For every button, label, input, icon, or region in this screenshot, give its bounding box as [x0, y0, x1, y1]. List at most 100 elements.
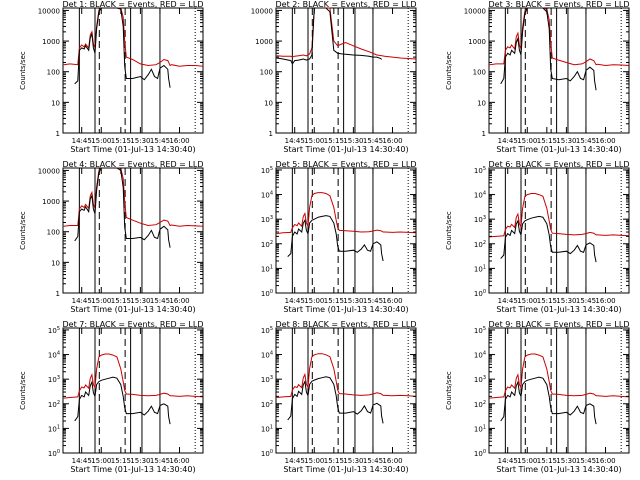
series-events-line [276, 7, 382, 65]
plot-frame [488, 327, 630, 454]
series-lld-line [276, 7, 417, 60]
x-axis-label: Start Time (01-Jul-13 14:30:40) [283, 465, 408, 474]
series-events-line [74, 7, 171, 88]
x-tick-label: 15:00 [304, 297, 324, 305]
detector-panel-4: Det 4: BLACK = Events, RED = LLD 1 10 100 10… [19, 160, 204, 314]
y-tick-label: 102 [474, 240, 486, 249]
y-tick-label: 100 [261, 289, 273, 298]
y-axis-label: Counts/sec [19, 371, 27, 410]
series-lld-line [63, 7, 204, 67]
x-tick-label: 15:45 [363, 457, 383, 465]
y-tick-label: 102 [261, 400, 273, 409]
panel-title: Det 2: BLACK = Events, RED = LLD [276, 0, 417, 9]
y-tick-label: 101 [474, 264, 486, 273]
y-tick-label: 100 [260, 69, 273, 77]
y-axis-label: Counts/sec [19, 51, 27, 90]
panel-title: Det 7: BLACK = Events, RED = LLD [63, 320, 204, 329]
y-tick-label: 100 [474, 449, 486, 458]
series-events-line [500, 215, 597, 263]
y-tick-label: 103 [474, 215, 486, 224]
y-tick-label: 101 [261, 424, 273, 433]
y-tick-label: 1000 [255, 38, 273, 46]
x-tick-label: 15:45 [363, 297, 383, 305]
y-tick-label: 104 [474, 191, 486, 200]
y-tick-label: 105 [474, 326, 486, 335]
x-axis-label: Start Time (01-Jul-13 14:30:40) [70, 305, 195, 314]
y-tick-label: 105 [261, 326, 273, 335]
x-tick-label: 14:45 [72, 457, 92, 465]
x-tick-label: 15:15 [324, 297, 344, 305]
plot-frame [275, 167, 417, 294]
x-tick-label: 16:00 [382, 297, 402, 305]
x-tick-label: 14:45 [72, 297, 92, 305]
y-tick-label: 100 [474, 289, 486, 298]
x-tick-label: 15:00 [517, 457, 537, 465]
x-tick-label: 15:15 [324, 457, 344, 465]
plot-frame [275, 7, 417, 134]
series-events-line [287, 215, 384, 262]
y-tick-label: 100 [47, 229, 60, 237]
x-tick-label: 15:15 [537, 297, 557, 305]
plot-frame [488, 167, 630, 294]
y-tick-label: 1 [56, 290, 60, 298]
series-lld-line [489, 353, 630, 399]
y-tick-label: 103 [48, 375, 60, 384]
y-tick-label: 105 [474, 166, 486, 175]
plot-frame [62, 327, 204, 454]
y-tick-label: 100 [47, 69, 60, 77]
x-tick-label: 15:45 [576, 297, 596, 305]
panel-title: Det 8: BLACK = Events, RED = LLD [276, 320, 417, 329]
x-tick-label: 16:00 [595, 137, 615, 145]
y-tick-label: 102 [474, 400, 486, 409]
plot-frame [62, 167, 204, 294]
x-tick-label: 14:45 [285, 137, 305, 145]
series-lld-line [489, 193, 630, 238]
y-tick-label: 1 [482, 130, 486, 138]
x-tick-label: 15:45 [363, 137, 383, 145]
detector-panel-3: Det 3: BLACK = Events, RED = LLD 1 10 100 10… [445, 0, 630, 154]
y-tick-label: 103 [261, 215, 273, 224]
y-axis-label: Counts/sec [445, 211, 453, 250]
x-axis-label: Start Time (01-Jul-13 14:30:40) [70, 145, 195, 154]
x-axis-label: Start Time (01-Jul-13 14:30:40) [496, 465, 621, 474]
x-tick-label: 15:15 [537, 137, 557, 145]
detector-panel-9: Det 9: BLACK = Events, RED = LLD 100 101 10… [445, 320, 630, 474]
panel-title: Det 9: BLACK = Events, RED = LLD [489, 320, 630, 329]
y-tick-label: 1000 [468, 38, 486, 46]
panel-title: Det 4: BLACK = Events, RED = LLD [63, 160, 204, 169]
y-tick-label: 1000 [42, 198, 60, 206]
y-tick-label: 10 [264, 99, 273, 107]
x-tick-label: 15:00 [304, 457, 324, 465]
detector-panel-2: Det 2: BLACK = Events, RED = LLD 1 10 100 10… [251, 0, 417, 154]
panel-title: Det 3: BLACK = Events, RED = LLD [489, 0, 630, 9]
plot-frame [62, 7, 204, 134]
x-axis-label: Start Time (01-Jul-13 14:30:40) [496, 305, 621, 314]
y-tick-label: 10000 [251, 7, 273, 15]
y-axis-label: Counts/sec [445, 51, 453, 90]
y-tick-label: 104 [474, 351, 486, 360]
x-axis-label: Start Time (01-Jul-13 14:30:40) [70, 465, 195, 474]
x-tick-label: 14:45 [285, 297, 305, 305]
x-tick-label: 15:30 [130, 457, 150, 465]
y-tick-label: 102 [261, 240, 273, 249]
x-tick-label: 15:30 [343, 457, 363, 465]
x-tick-label: 15:15 [537, 457, 557, 465]
y-tick-label: 101 [474, 424, 486, 433]
y-tick-label: 102 [48, 400, 60, 409]
y-axis-label: Counts/sec [445, 371, 453, 410]
x-tick-label: 16:00 [382, 457, 402, 465]
detector-panel-8: Det 8: BLACK = Events, RED = LLD 100 101 10… [261, 320, 417, 474]
y-tick-label: 104 [48, 351, 60, 360]
x-tick-label: 15:15 [324, 137, 344, 145]
y-tick-label: 1 [56, 130, 60, 138]
x-tick-label: 15:30 [130, 137, 150, 145]
x-tick-label: 15:30 [343, 297, 363, 305]
x-tick-label: 15:15 [111, 297, 131, 305]
y-tick-label: 10 [51, 259, 60, 267]
x-tick-label: 15:00 [91, 297, 111, 305]
series-lld-line [63, 353, 204, 399]
y-tick-label: 103 [474, 375, 486, 384]
y-tick-label: 10000 [38, 167, 60, 175]
detector-panel-1: Det 1: BLACK = Events, RED = LLD 1 10 100 10… [19, 0, 204, 154]
x-tick-label: 14:45 [498, 137, 518, 145]
